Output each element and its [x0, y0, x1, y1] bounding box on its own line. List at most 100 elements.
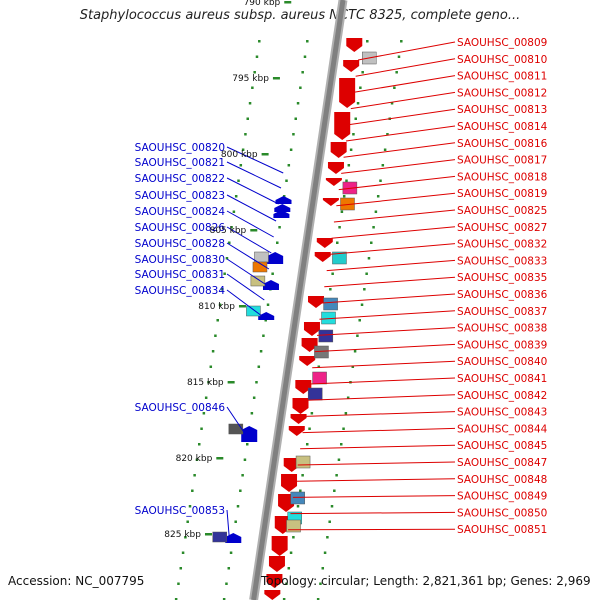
- ring-dot: [234, 195, 238, 198]
- reverse-gene-label: SAOUHSC_00821: [135, 157, 225, 169]
- ring-dot: [335, 474, 338, 477]
- forward-gene-leader: [345, 125, 456, 142]
- forward-gene-arrow: [314, 252, 331, 262]
- ring-dot: [367, 257, 371, 260]
- ring-dot: [234, 520, 237, 523]
- forward-gene-arrow: [346, 38, 363, 52]
- reverse-gene-leader: [226, 242, 270, 270]
- forward-gene-leader: [297, 461, 456, 466]
- ring-dot: [319, 582, 322, 585]
- forward-gene-label: SAOUHSC_00849: [457, 491, 547, 503]
- ring-dot: [255, 55, 259, 58]
- forward-gene-label: SAOUHSC_00835: [457, 272, 547, 284]
- ring-dot: [301, 71, 304, 74]
- forward-gene-arrow: [290, 414, 307, 424]
- backbone-line: [251, 0, 346, 600]
- ring-dot: [193, 474, 196, 477]
- ring-dot: [258, 40, 261, 43]
- ring-dot: [271, 272, 274, 275]
- ring-dot: [370, 241, 373, 244]
- feature-box: [318, 329, 334, 343]
- reverse-gene-arrow: [225, 533, 242, 543]
- ring-dot: [282, 195, 286, 198]
- reverse-gene-arrow: [262, 280, 279, 290]
- reverse-gene-arrow: [258, 312, 275, 320]
- ring-dot: [342, 195, 346, 198]
- ring-dot: [331, 272, 334, 275]
- reverse-gene-label: SAOUHSC_00853: [135, 505, 225, 517]
- forward-gene-label: SAOUHSC_00842: [457, 390, 547, 402]
- ring-dot: [397, 55, 401, 58]
- ring-dot: [200, 427, 203, 430]
- ring-dot: [251, 86, 254, 89]
- forward-gene-leader: [292, 495, 456, 498]
- forward-gene-arrow: [339, 78, 356, 108]
- ring-dot: [214, 334, 217, 337]
- ring-dot: [243, 458, 247, 461]
- ring-dot: [359, 86, 362, 89]
- tick-rings: [174, 40, 403, 600]
- forward-gene-leader: [302, 427, 456, 434]
- ring-dot: [296, 102, 300, 105]
- ring-dot: [289, 148, 293, 151]
- ring-dot: [299, 489, 302, 492]
- ring-dot: [250, 412, 254, 415]
- forward-gene-arrow: [303, 322, 320, 336]
- ring-dot: [266, 303, 270, 306]
- ring-dot: [390, 102, 394, 105]
- ring-dot: [366, 40, 369, 43]
- feature-box: [314, 345, 329, 359]
- ring-dot: [330, 505, 334, 508]
- ring-dot: [305, 443, 309, 446]
- forward-gene-label: SAOUHSC_00837: [457, 306, 547, 318]
- ring-dot: [349, 148, 353, 151]
- reverse-gene-leader: [226, 226, 272, 254]
- forward-gene-leader: [350, 91, 456, 110]
- ring-dot: [186, 520, 189, 523]
- forward-gene-arrow: [327, 162, 344, 174]
- map-title: Staphylococcus aureus subsp. aureus NCTC…: [79, 8, 521, 23]
- forward-gene-leader: [353, 75, 456, 93]
- forward-gene-leader: [326, 259, 456, 272]
- reverse-feature-box: [250, 275, 266, 287]
- forward-gene-leader: [343, 142, 456, 158]
- forward-gene-arrow: [278, 494, 295, 512]
- forward-gene-arrow: [264, 590, 281, 600]
- reverse-gene-leader: [226, 161, 282, 189]
- ring-dot: [239, 164, 243, 167]
- ring-dot: [365, 272, 368, 275]
- gene-labels: SAOUHSC_00809 SAOUHSC_00810 SAOUHSC_00811 S…: [135, 37, 548, 536]
- ring-dot: [236, 505, 240, 508]
- ring-dot: [246, 117, 249, 120]
- kbp-label: 815 kbp: [187, 378, 224, 388]
- ring-dot: [296, 505, 300, 508]
- reverse-gene-leader: [226, 273, 265, 301]
- ring-dot: [356, 102, 360, 105]
- kbp-label: 820 kbp: [176, 454, 213, 464]
- ring-dot: [395, 71, 398, 74]
- forward-gene-leader: [304, 411, 456, 417]
- ring-dot: [321, 567, 325, 570]
- forward-gene-label: SAOUHSC_00832: [457, 239, 547, 251]
- kbp-label: 795 kbp: [232, 74, 269, 84]
- kbp-tick: [250, 229, 258, 232]
- reverse-gene-leader: [226, 289, 263, 317]
- forward-gene-leader: [348, 108, 456, 126]
- ring-dot: [209, 365, 213, 368]
- ring-dot: [278, 226, 281, 229]
- ring-dot: [264, 319, 267, 322]
- reverse-feature-box: [254, 251, 269, 263]
- ring-dot: [299, 86, 302, 89]
- forward-gene-label: SAOUHSC_00809: [457, 37, 547, 49]
- ring-dot: [239, 489, 242, 492]
- ring-dot: [360, 303, 364, 306]
- ring-dot: [204, 396, 208, 399]
- forward-gene-leader: [333, 209, 456, 223]
- forward-gene-label: SAOUHSC_00839: [457, 339, 547, 351]
- forward-gene-arrow: [316, 238, 333, 248]
- ring-dot: [181, 551, 185, 554]
- forward-gene-label: SAOUHSC_00848: [457, 474, 547, 486]
- ring-dot: [294, 117, 297, 120]
- ring-dot: [257, 365, 261, 368]
- kbp-tick: [272, 77, 280, 80]
